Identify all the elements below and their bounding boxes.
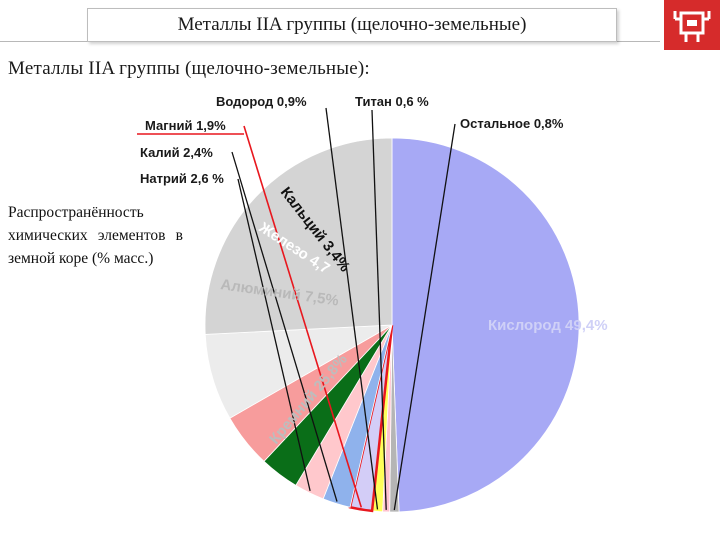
page-title-text: Металлы IIA группы (щелочно-земельные) [177,14,527,35]
callout-line-6 [237,178,311,492]
callout-line-2 [371,109,387,510]
callout-line-1 [393,123,456,511]
slice-0 [391,137,580,513]
slice-label-0: Кислород 49,4% [488,317,608,334]
robot-icon [673,11,711,42]
logo [664,0,720,50]
page-title: Металлы IIA группы (щелочно-земельные) [87,8,617,42]
callout-line-4 [243,125,363,508]
slice-label-4: Магний 1,9% [145,118,226,133]
section-subtitle: Металлы IIA группы (щелочно-земельные): [8,58,370,79]
slice-label-2: Титан 0,6 % [355,94,429,109]
slice-label-6: Натрий 2,6 % [140,171,224,186]
slice-label-3: Водород 0,9% [216,94,307,109]
slice-label-5: Калий 2,4% [140,145,213,160]
callout-line-3 [325,107,379,510]
slice-10 [204,137,393,335]
callout-line-5 [231,151,338,502]
slice-label-1: Остальное 0,8% [460,116,564,131]
chart-description: Распространённость химических элементов … [8,204,183,267]
